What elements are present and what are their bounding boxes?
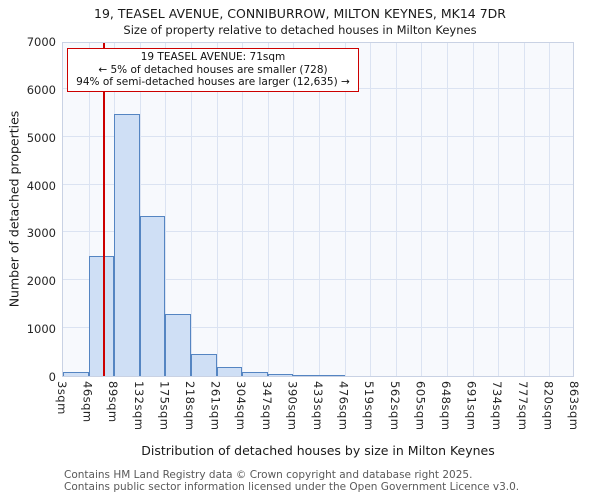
histogram-bar [216,366,243,376]
histogram-bar [139,215,166,376]
chart-subtitle: Size of property relative to detached ho… [123,23,477,37]
x-tick-label: 734sqm [490,381,505,431]
x-grid-line [395,43,397,376]
histogram-bar [293,375,319,376]
x-grid-line [549,43,551,376]
x-tick-label: 863sqm [567,381,581,431]
y-grid-line [63,183,573,185]
histogram-bar [319,375,345,376]
x-tick-label: 562sqm [387,381,402,431]
y-tick-label: 1000 [26,322,56,337]
y-grid-line [63,327,573,329]
x-grid-line [447,43,448,376]
histogram-bar [63,372,89,376]
x-tick-label: 175sqm [157,381,172,431]
histogram-bar [114,113,140,376]
attribution-footer: Contains HM Land Registry data © Crown c… [64,469,594,493]
y-grid-line [63,135,573,137]
x-axis-title: Distribution of detached houses by size … [141,443,495,458]
x-grid-line [165,43,167,376]
x-grid-line [293,43,295,376]
x-tick-label: 304sqm [234,381,249,431]
x-grid-line [523,43,525,376]
x-tick-label: 132sqm [131,381,146,431]
y-tick-label: 0 [48,370,56,384]
y-grid-line [63,279,573,281]
x-grid-line [472,43,474,376]
annotation-line-1: 19 TEASEL AVENUE: 71sqm [140,51,286,63]
annotation-box: 19 TEASEL AVENUE: 71sqm ← 5% of detached… [67,48,359,92]
annotation-line-3: 94% of semi-detached houses are larger (… [76,76,350,88]
x-grid-line [498,43,500,376]
x-tick-label: 433sqm [311,381,325,431]
y-grid-line [63,231,573,233]
x-grid-line [370,43,372,376]
histogram-bar [165,313,191,376]
x-tick-label: 3sqm [55,381,69,415]
plot-area: 19 TEASEL AVENUE: 71sqm ← 5% of detached… [62,42,574,377]
x-tick-label: 820sqm [541,381,556,431]
x-grid-line [242,43,244,376]
x-grid-line [344,43,346,376]
x-tick-label: 519sqm [362,381,377,431]
chart-title: 19, TEASEL AVENUE, CONNIBURROW, MILTON K… [94,6,506,21]
attribution-line-1: Contains HM Land Registry data © Crown c… [64,469,473,481]
x-tick-label: 691sqm [464,381,479,431]
y-tick-label: 2000 [26,274,56,289]
x-tick-label: 476sqm [336,381,351,431]
y-tick-label: 5000 [26,130,56,145]
x-tick-label: 605sqm [413,381,428,431]
attribution-line-2: Contains public sector information licen… [64,480,520,493]
x-tick-label: 347sqm [259,381,274,431]
x-tick-label: 390sqm [285,381,300,431]
y-tick-label: 7000 [26,35,56,49]
y-tick-label: 6000 [26,82,56,97]
x-grid-line [267,43,269,376]
x-tick-label: 46sqm [80,381,95,423]
x-tick-label: 218sqm [183,381,197,431]
histogram-bar [88,256,115,376]
histogram-bar [191,354,217,376]
y-tick-label: 4000 [26,178,56,193]
x-grid-line [319,43,320,376]
x-grid-line [191,43,192,376]
histogram-bar [267,374,294,376]
x-grid-line [88,43,90,376]
y-tick-label: 3000 [26,226,56,241]
x-grid-line [139,43,141,376]
x-tick-label: 89sqm [106,381,121,423]
annotation-line-2: ← 5% of detached houses are smaller (728… [98,63,328,76]
x-tick-label: 261sqm [208,381,223,431]
x-tick-label: 777sqm [515,381,530,431]
property-size-marker-line [103,43,105,376]
histogram-bar [242,372,268,376]
x-grid-line [421,43,423,376]
x-tick-label: 648sqm [439,381,453,431]
x-grid-line [216,43,218,376]
